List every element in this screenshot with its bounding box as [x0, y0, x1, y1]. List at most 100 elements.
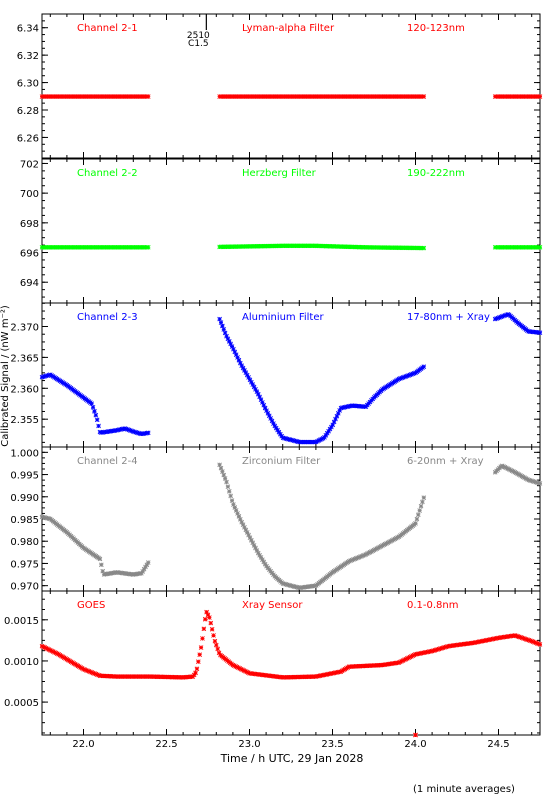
data-point	[99, 562, 104, 568]
data-point	[140, 569, 146, 574]
band-label: 17-80nm + Xray	[407, 312, 490, 323]
data-point	[409, 372, 414, 377]
data-point	[495, 315, 501, 321]
y-tick-label: 0.0005	[4, 698, 39, 709]
data-point	[244, 669, 250, 675]
data-point	[254, 389, 260, 394]
data-series	[39, 462, 543, 591]
data-point	[364, 551, 370, 557]
data-point	[211, 633, 216, 638]
y-tick-label: 6.30	[17, 79, 39, 90]
data-point	[45, 646, 50, 652]
filter-label: Herzberg Filter	[242, 168, 317, 179]
data-point	[329, 424, 334, 430]
data-point	[537, 330, 543, 335]
data-point	[243, 668, 248, 674]
data-point	[198, 645, 204, 650]
data-point	[204, 609, 209, 615]
data-point	[502, 313, 508, 318]
data-point	[222, 330, 228, 336]
data-point	[52, 649, 57, 655]
data-point	[82, 667, 88, 673]
x-tick-label: 22.5	[155, 739, 177, 750]
data-point	[367, 549, 373, 555]
data-point	[421, 245, 427, 251]
data-point	[235, 511, 240, 516]
data-point	[518, 635, 523, 640]
data-point	[262, 405, 268, 411]
data-point	[244, 372, 250, 378]
flare-class-label: C1.5	[188, 39, 209, 49]
data-series	[39, 609, 543, 738]
data-point	[501, 464, 506, 469]
data-point	[125, 427, 130, 432]
data-point	[318, 437, 323, 443]
data-point	[253, 545, 258, 551]
data-point	[207, 615, 212, 620]
panel-frame	[41, 158, 541, 304]
data-point	[393, 535, 399, 541]
data-point	[355, 555, 360, 561]
data-point	[228, 341, 233, 347]
band-label: 120-123nm	[407, 23, 465, 34]
data-point	[358, 554, 363, 560]
data-point	[197, 652, 203, 657]
data-point	[326, 428, 331, 434]
data-point	[505, 466, 511, 471]
data-point	[232, 349, 238, 355]
y-tick-label: 694	[20, 278, 39, 289]
data-point	[536, 641, 541, 647]
panel-frame	[41, 446, 541, 592]
data-point	[516, 634, 522, 640]
data-point	[514, 633, 519, 639]
data-point	[231, 346, 236, 352]
data-point	[403, 374, 409, 379]
data-point	[261, 402, 267, 408]
data-point	[246, 375, 251, 380]
data-point	[316, 438, 322, 443]
data-point	[264, 408, 269, 414]
data-point	[269, 418, 275, 424]
data-point	[261, 559, 267, 565]
y-tick-label: 0.985	[10, 515, 39, 526]
data-point	[414, 516, 420, 522]
data-point	[229, 498, 235, 503]
data-point	[54, 651, 60, 656]
data-point	[506, 467, 512, 472]
data-point	[363, 552, 369, 557]
data-point	[508, 467, 513, 473]
data-point	[217, 462, 222, 468]
data-point	[530, 639, 536, 645]
data-point	[331, 419, 337, 425]
data-point	[265, 410, 271, 416]
data-point	[260, 557, 265, 563]
data-point	[407, 372, 413, 378]
data-point	[229, 344, 235, 349]
data-point	[377, 544, 382, 550]
data-point	[370, 548, 376, 554]
data-point	[244, 530, 250, 535]
data-point	[400, 375, 406, 380]
data-point	[226, 489, 232, 494]
data-point	[322, 435, 327, 440]
y-tick-label: 6.32	[17, 51, 39, 62]
x-axis-label: Time / h UTC, 29 Jan 2028	[220, 752, 364, 765]
data-point	[278, 431, 283, 437]
data-point	[403, 656, 409, 662]
data-point	[348, 558, 353, 563]
data-point	[386, 539, 392, 545]
data-point	[95, 672, 100, 677]
data-point	[511, 469, 516, 474]
y-tick-label: 0.990	[10, 493, 39, 504]
data-point	[396, 660, 402, 665]
data-point	[250, 382, 256, 387]
data-point	[381, 542, 387, 548]
data-point	[247, 535, 253, 540]
data-point	[96, 423, 101, 429]
data-point	[92, 671, 97, 676]
data-point	[41, 644, 46, 650]
data-point	[526, 637, 532, 643]
data-point	[492, 316, 498, 322]
data-point	[96, 672, 102, 678]
data-point	[396, 376, 402, 382]
